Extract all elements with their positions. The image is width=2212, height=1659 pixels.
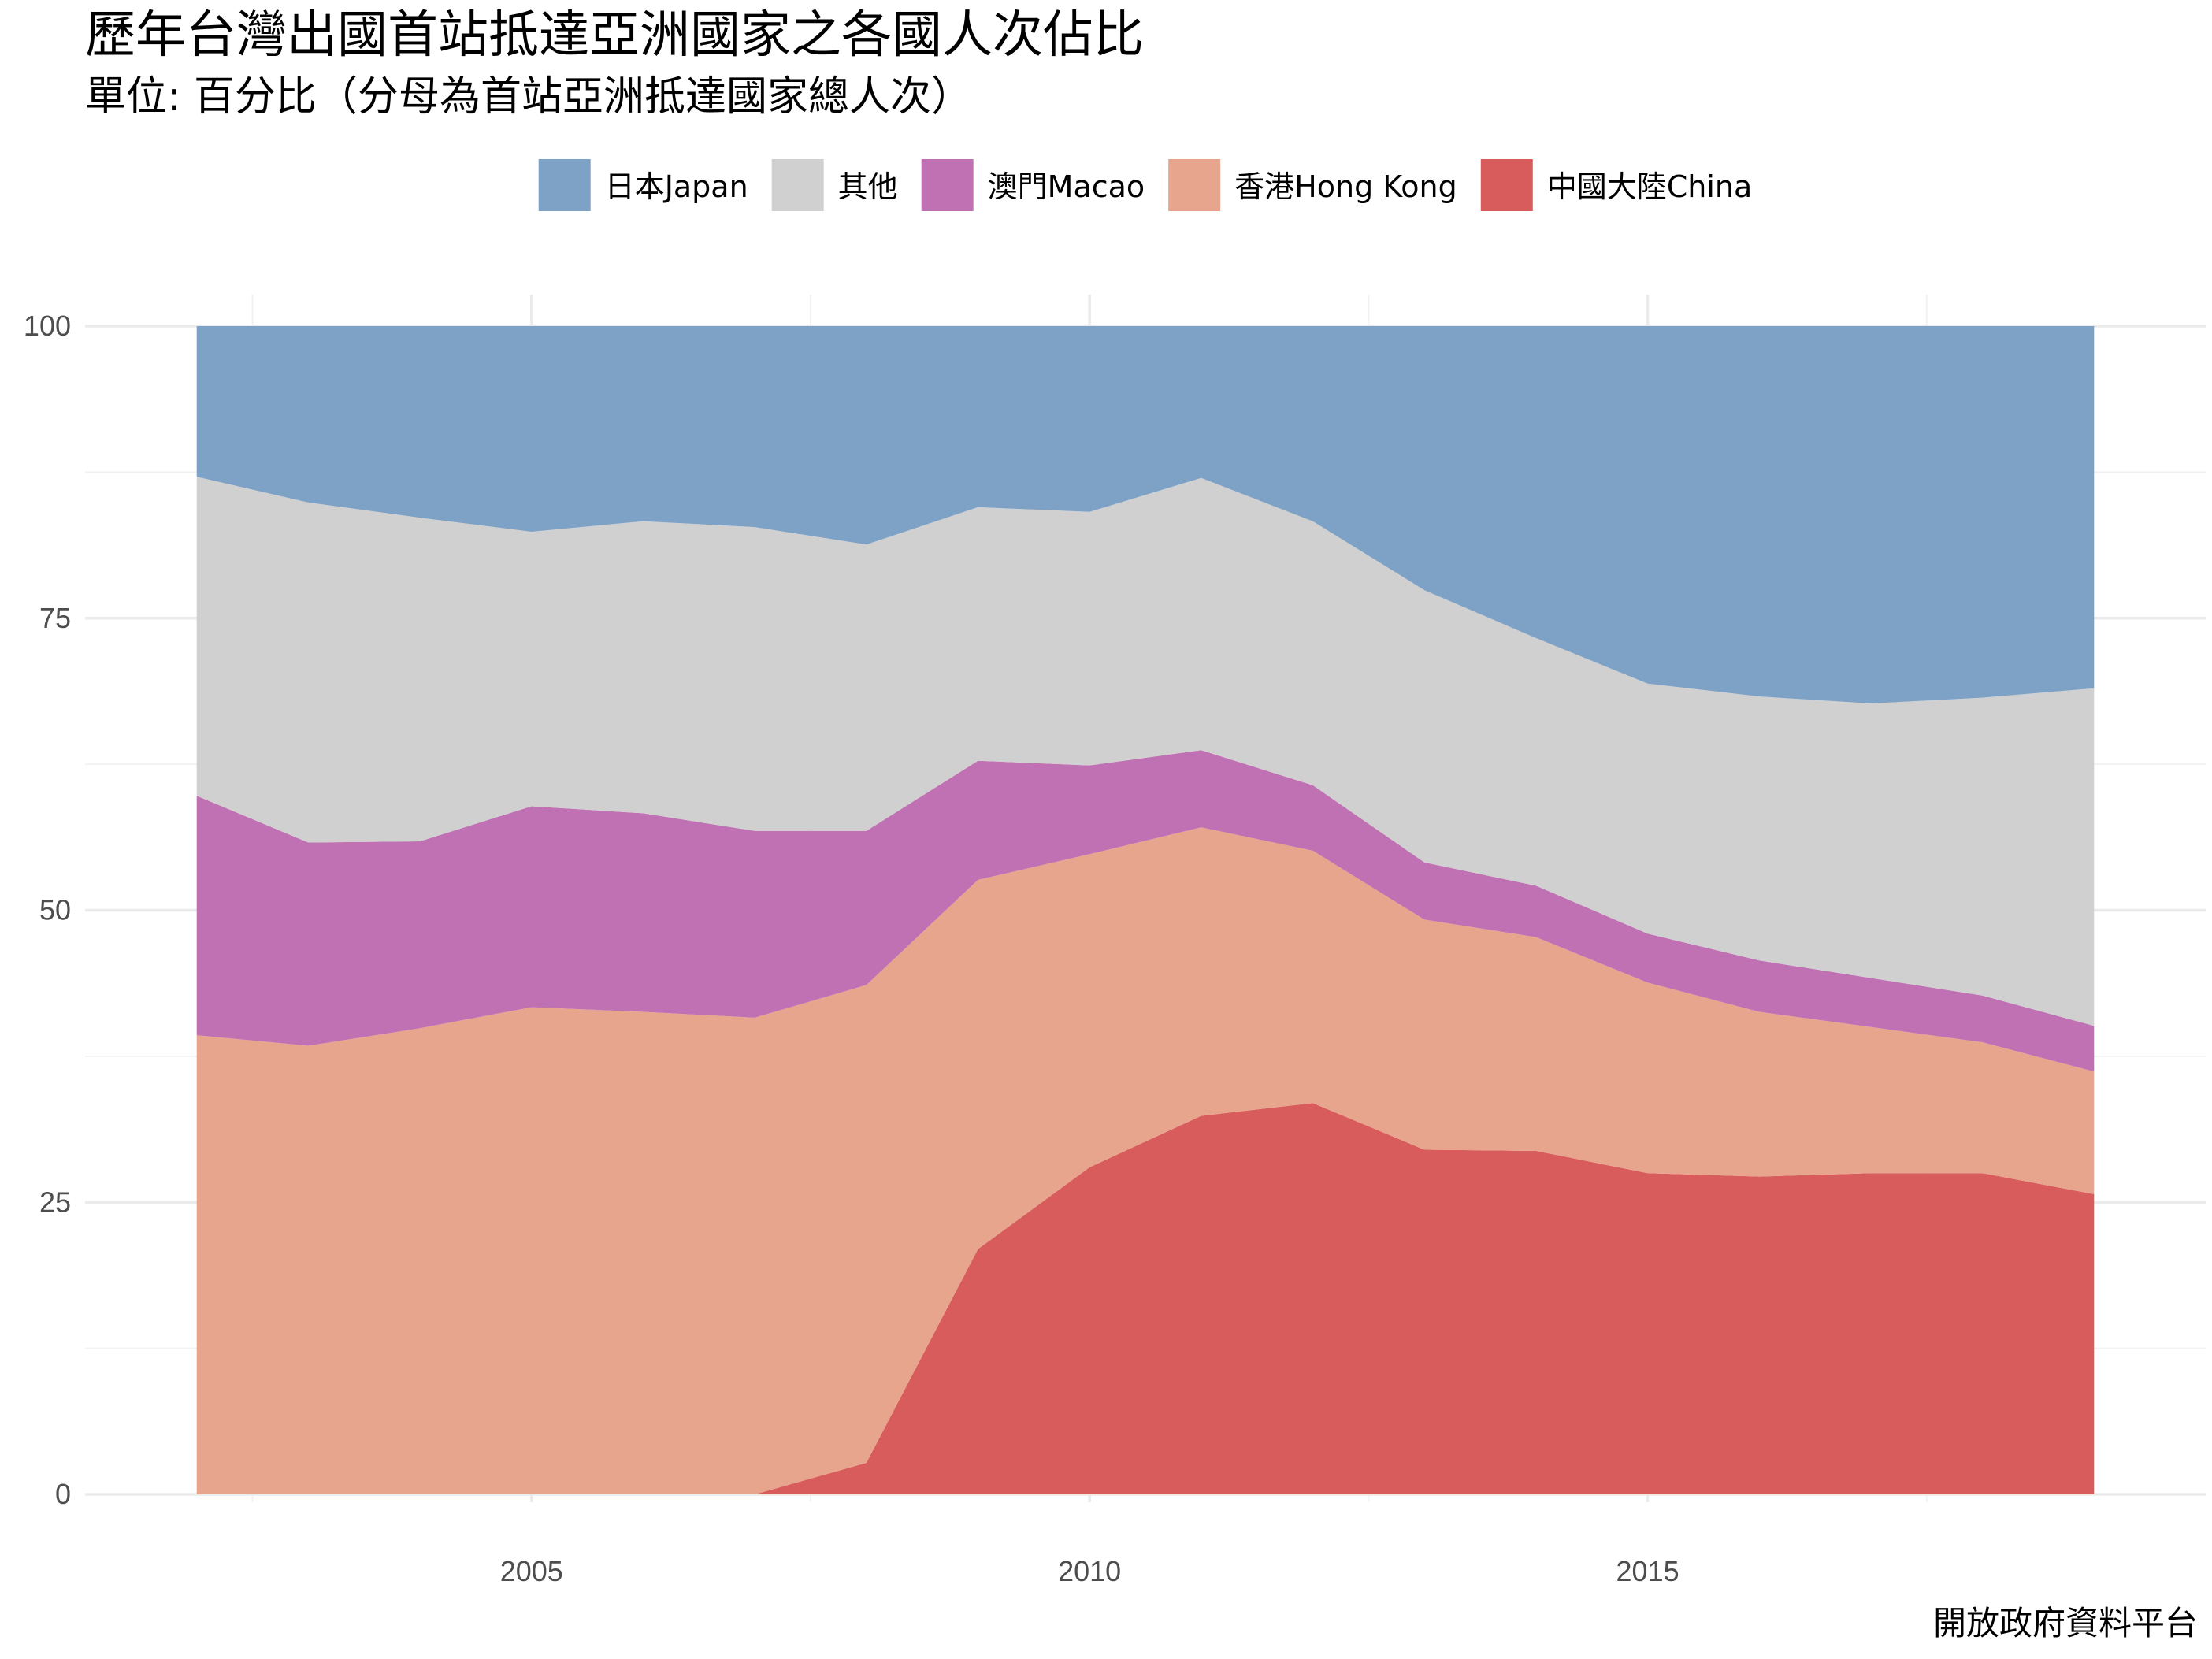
area-other — [196, 477, 2095, 1026]
legend-item-macao: 澳門Macao — [921, 159, 1145, 211]
y-tick-label: 25 — [39, 1186, 71, 1218]
legend-key-other — [771, 159, 824, 211]
legend-label: 中國大陸China — [1547, 169, 1753, 204]
y-tick-label: 100 — [24, 310, 71, 342]
legend-label: 日本Japan — [605, 169, 748, 204]
legend: 日本Japan 其他 澳門Macao 香港Hong Kong 中國大陸China — [538, 159, 1753, 211]
legend-item-japan: 日本Japan — [538, 159, 748, 211]
x-tick-label: 2015 — [1616, 1555, 1679, 1587]
chart-subtitle: 單位: 百分比（分母為首站亞洲抵達國家總人次） — [85, 73, 972, 121]
y-tick-label: 0 — [55, 1478, 71, 1510]
area-macao — [196, 750, 2095, 1072]
area-japan — [196, 326, 2095, 703]
x-tick-label: 2005 — [500, 1555, 563, 1587]
legend-label: 香港Hong Kong — [1234, 169, 1457, 204]
plot-area: 0 25 50 75 100 2005 2010 2015 — [24, 295, 2206, 1587]
y-axis-ticks: 0 25 50 75 100 — [24, 310, 71, 1510]
area-china — [196, 1103, 2095, 1494]
legend-key-japan — [538, 159, 591, 211]
y-tick-label: 75 — [39, 602, 71, 634]
area-hongkong — [196, 827, 2095, 1494]
chart-title: 歷年台灣出國首站抵達亞洲國家之各國人次佔比 — [85, 6, 1144, 65]
legend-item-china: 中國大陸China — [1480, 159, 1753, 211]
legend-label: 其他 — [838, 169, 898, 204]
legend-key-hongkong — [1168, 159, 1221, 211]
y-tick-label: 50 — [39, 894, 71, 926]
legend-item-other: 其他 — [771, 159, 898, 211]
legend-item-hongkong: 香港Hong Kong — [1168, 159, 1457, 211]
legend-key-china — [1480, 159, 1533, 211]
x-axis-ticks: 2005 2010 2015 — [500, 1555, 1679, 1587]
stacked-areas — [196, 326, 2095, 1494]
x-tick-label: 2010 — [1058, 1555, 1121, 1587]
chart-caption: 開放政府資料平台 — [1933, 1604, 2198, 1642]
legend-label: 澳門Macao — [988, 169, 1145, 204]
legend-key-macao — [921, 159, 974, 211]
